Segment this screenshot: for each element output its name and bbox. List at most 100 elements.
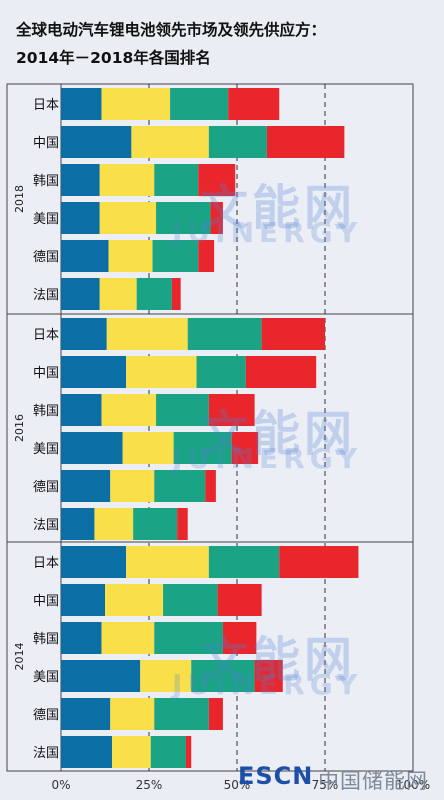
watermark-cn: 文能网 — [200, 406, 357, 462]
category-label: 日本 — [33, 556, 59, 571]
category-label: 韩国 — [33, 632, 59, 647]
bar-segment — [222, 622, 257, 654]
x-tick-label: 0% — [51, 778, 70, 792]
bar-segment — [177, 508, 188, 540]
bar-segment — [170, 88, 229, 120]
bar-segment — [191, 660, 255, 692]
bar-segment — [187, 318, 262, 350]
bar-segment — [61, 126, 132, 158]
bar-segment — [171, 278, 181, 310]
category-label: 美国 — [33, 442, 59, 457]
bar-segment — [61, 736, 113, 768]
bar-segment — [99, 164, 155, 196]
chart-subtitle: 2014年－2018年各国排名 — [16, 49, 211, 67]
group-label: 2018 — [13, 185, 26, 213]
bar-segment — [110, 698, 155, 730]
bar-segment — [133, 508, 178, 540]
category-label: 中国 — [33, 594, 59, 609]
bar-segment — [61, 508, 95, 540]
bar-segment — [61, 394, 102, 426]
x-tick-label: 50% — [224, 778, 251, 792]
bar-segment — [208, 546, 280, 578]
bar-segment — [150, 736, 186, 768]
bar-segment — [154, 470, 206, 502]
bar-segment — [61, 240, 109, 272]
bar-segment — [266, 126, 345, 158]
category-label: 德国 — [33, 250, 59, 265]
watermark-en: JUINERGY — [172, 216, 363, 249]
category-label: 法国 — [33, 518, 59, 533]
chart-title: 全球电动汽车锂电池领先市场及领先供应方： — [16, 21, 327, 39]
bar-segment — [126, 356, 197, 388]
bar-segment — [108, 240, 153, 272]
watermark-en: JUINERGY — [172, 668, 363, 701]
bar-segment — [105, 584, 164, 616]
bar-segment — [156, 394, 209, 426]
bar-segment — [126, 546, 209, 578]
category-label: 中国 — [33, 136, 59, 151]
bar-segment — [99, 202, 157, 234]
x-tick-label: 75% — [312, 778, 339, 792]
group-label: 2014 — [13, 643, 26, 671]
bar-segment — [61, 470, 111, 502]
bar-segment — [99, 278, 137, 310]
bar-segment — [61, 622, 102, 654]
category-label: 德国 — [33, 708, 59, 723]
bar-segment — [61, 318, 107, 350]
bar-segment — [110, 470, 155, 502]
bar-segment — [254, 660, 283, 692]
bar-segment — [101, 394, 157, 426]
bar-segment — [61, 546, 127, 578]
bar-segment — [210, 202, 223, 234]
category-label: 美国 — [33, 670, 59, 685]
bar-segment — [185, 736, 192, 768]
bar-segment — [154, 698, 209, 730]
category-label: 法国 — [33, 288, 59, 303]
bar-segment — [61, 584, 105, 616]
plot-frame — [6, 83, 414, 772]
bar-segment — [152, 240, 199, 272]
bar-segment — [208, 394, 255, 426]
bar-segment — [61, 164, 100, 196]
bar-segment — [61, 698, 111, 730]
bar-segment — [61, 356, 127, 388]
bar-segment — [173, 432, 232, 464]
bar-segment — [94, 508, 134, 540]
category-label: 德国 — [33, 480, 59, 495]
category-label: 法国 — [33, 746, 59, 761]
group-label: 2016 — [13, 414, 26, 442]
bar-segment — [101, 88, 171, 120]
bar-segment — [112, 736, 151, 768]
x-tick-label: 25% — [136, 778, 163, 792]
bar-segment — [279, 546, 359, 578]
watermark-cn: 文能网 — [200, 180, 357, 236]
escn-logo-text: ESCN — [238, 762, 314, 790]
bar-segment — [245, 356, 317, 388]
x-tick-label: 100% — [396, 778, 430, 792]
category-label: 中国 — [33, 366, 59, 381]
bar-segment — [154, 164, 199, 196]
bar-segment — [208, 126, 267, 158]
bar-segment — [228, 88, 280, 120]
category-label: 日本 — [33, 328, 59, 343]
escn-logo-cn: 中国储能网 — [318, 769, 428, 793]
bar-segment — [61, 432, 123, 464]
bar-segment — [61, 88, 102, 120]
bar-segment — [198, 164, 236, 196]
bar-segment — [101, 622, 155, 654]
bar-segment — [154, 622, 223, 654]
watermark-cn: 文能网 — [200, 632, 357, 688]
bar-segment — [136, 278, 172, 310]
bar-segment — [122, 432, 174, 464]
category-label: 韩国 — [33, 174, 59, 189]
category-label: 美国 — [33, 212, 59, 227]
bar-segment — [156, 202, 211, 234]
bar-segment — [140, 660, 192, 692]
bar-segment — [131, 126, 209, 158]
bar-segment — [106, 318, 188, 350]
bar-segment — [163, 584, 218, 616]
bar-segment — [208, 698, 223, 730]
bar-segment — [205, 470, 216, 502]
category-label: 韩国 — [33, 404, 59, 419]
